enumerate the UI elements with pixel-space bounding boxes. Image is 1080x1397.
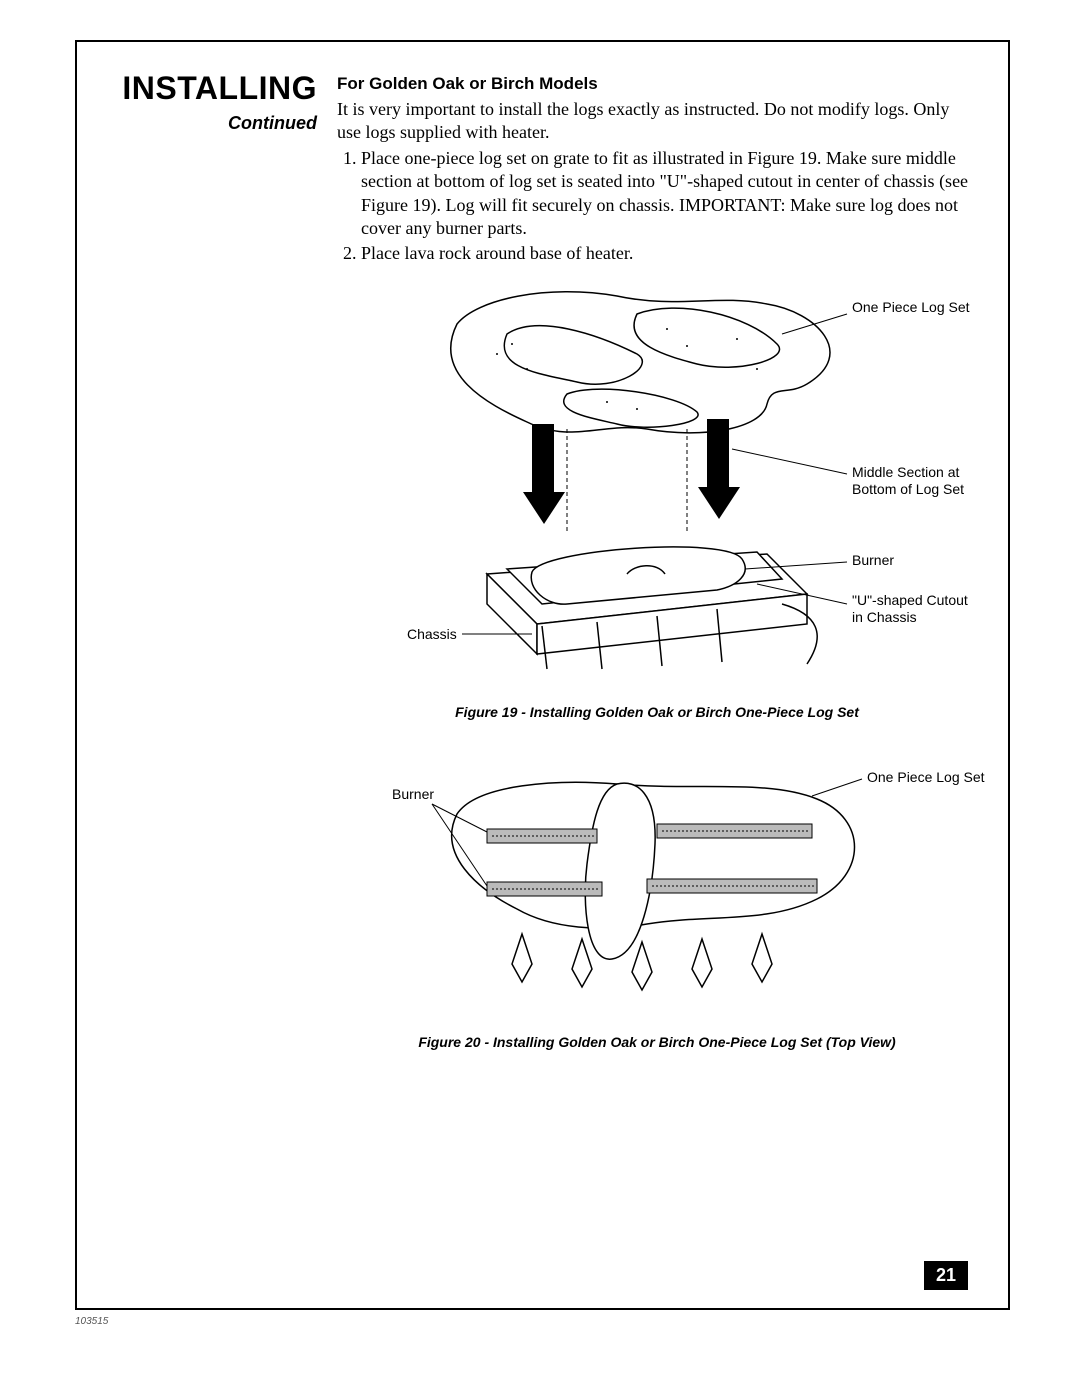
page-frame: INSTALLING Continued For Golden Oak or B… bbox=[75, 40, 1010, 1310]
fig20-callout-burner: Burner bbox=[392, 786, 434, 803]
step-list: Place one-piece log set on grate to fit … bbox=[337, 147, 977, 266]
figure-20-caption: Figure 20 - Installing Golden Oak or Bir… bbox=[337, 1034, 977, 1050]
document-number: 103515 bbox=[75, 1316, 108, 1327]
step-2: Place lava rock around base of heater. bbox=[361, 242, 977, 265]
page-inner: INSTALLING Continued For Golden Oak or B… bbox=[77, 42, 1008, 1308]
fig19-callout-chassis: Chassis bbox=[407, 626, 457, 643]
model-subhead: For Golden Oak or Birch Models bbox=[337, 74, 977, 94]
figure-19-caption: Figure 19 - Installing Golden Oak or Bir… bbox=[337, 704, 977, 720]
left-column: INSTALLING Continued bbox=[117, 70, 317, 134]
fig19-callout-logset: One Piece Log Set bbox=[852, 299, 970, 316]
main-column: For Golden Oak or Birch Models It is ver… bbox=[337, 74, 977, 1064]
intro-text: It is very important to install the logs… bbox=[337, 98, 977, 145]
section-title: INSTALLING bbox=[117, 70, 317, 107]
section-subtitle: Continued bbox=[117, 113, 317, 134]
page-number: 21 bbox=[924, 1261, 968, 1290]
fig19-callout-burner: Burner bbox=[852, 552, 894, 569]
figure-20: Burner One Piece Log Set Figure 20 - Ins… bbox=[337, 724, 977, 1064]
fig19-callout-ucut: "U"-shaped Cutout in Chassis bbox=[852, 592, 968, 626]
fig20-callout-logset: One Piece Log Set bbox=[867, 769, 985, 786]
fig19-callout-middle: Middle Section at Bottom of Log Set bbox=[852, 464, 964, 498]
step-1: Place one-piece log set on grate to fit … bbox=[361, 147, 977, 241]
figure-19: One Piece Log Set Middle Section at Bott… bbox=[337, 274, 977, 724]
